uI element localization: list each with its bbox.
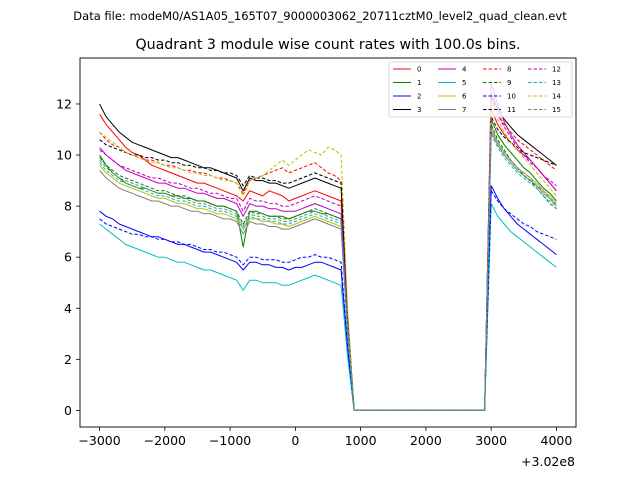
x-tick-label: 3000 xyxy=(475,433,507,448)
x-tick-label: −2000 xyxy=(144,433,186,448)
x-tick-label: −3000 xyxy=(78,433,120,448)
series-layer xyxy=(99,83,557,411)
x-tick-label: 0 xyxy=(291,433,299,448)
series-line-15 xyxy=(99,126,557,411)
legend-label-1: 1 xyxy=(417,79,421,87)
x-tick-label: −1000 xyxy=(209,433,251,448)
legend-box xyxy=(388,61,573,118)
legend-label-10: 10 xyxy=(507,93,516,101)
legend-label-9: 9 xyxy=(507,79,511,87)
y-tick-label: 8 xyxy=(64,199,72,214)
y-axis: 0 2 4 6 8 10 12 xyxy=(56,96,80,418)
plot-frame xyxy=(79,57,577,428)
figure-suptitle: Data file: modeM0/AS1A05_165T07_90000030… xyxy=(73,9,567,23)
legend-label-5: 5 xyxy=(462,79,466,87)
x-tick-label: 2000 xyxy=(410,433,442,448)
legend-label-11: 11 xyxy=(507,106,516,114)
legend-label-7: 7 xyxy=(462,106,466,114)
y-tick-label: 12 xyxy=(56,96,72,111)
x-axis: −3000 −2000 −1000 0 1000 2000 3000 4000 xyxy=(78,427,572,448)
legend-label-14: 14 xyxy=(552,93,561,101)
legend-label-8: 8 xyxy=(507,66,511,74)
legend-label-2: 2 xyxy=(417,93,421,101)
series-line-12 xyxy=(99,95,557,411)
y-tick-label: 2 xyxy=(64,352,72,367)
x-tick-label: 1000 xyxy=(345,433,377,448)
y-tick-label: 0 xyxy=(64,403,72,418)
series-line-8 xyxy=(99,98,557,411)
legend-label-0: 0 xyxy=(417,66,421,74)
legend-label-4: 4 xyxy=(462,66,467,74)
legend-label-15: 15 xyxy=(552,106,561,114)
legend-label-3: 3 xyxy=(417,106,421,114)
x-offset-label: +3.02e8 xyxy=(521,454,575,469)
y-tick-label: 6 xyxy=(64,250,72,265)
legend-label-6: 6 xyxy=(462,93,467,101)
legend-label-12: 12 xyxy=(552,66,561,74)
x-tick-label: 4000 xyxy=(541,433,573,448)
y-tick-label: 10 xyxy=(56,148,72,163)
chart-title: Quadrant 3 module wise count rates with … xyxy=(135,37,520,53)
y-tick-label: 4 xyxy=(64,301,72,316)
legend-label-13: 13 xyxy=(552,79,561,87)
